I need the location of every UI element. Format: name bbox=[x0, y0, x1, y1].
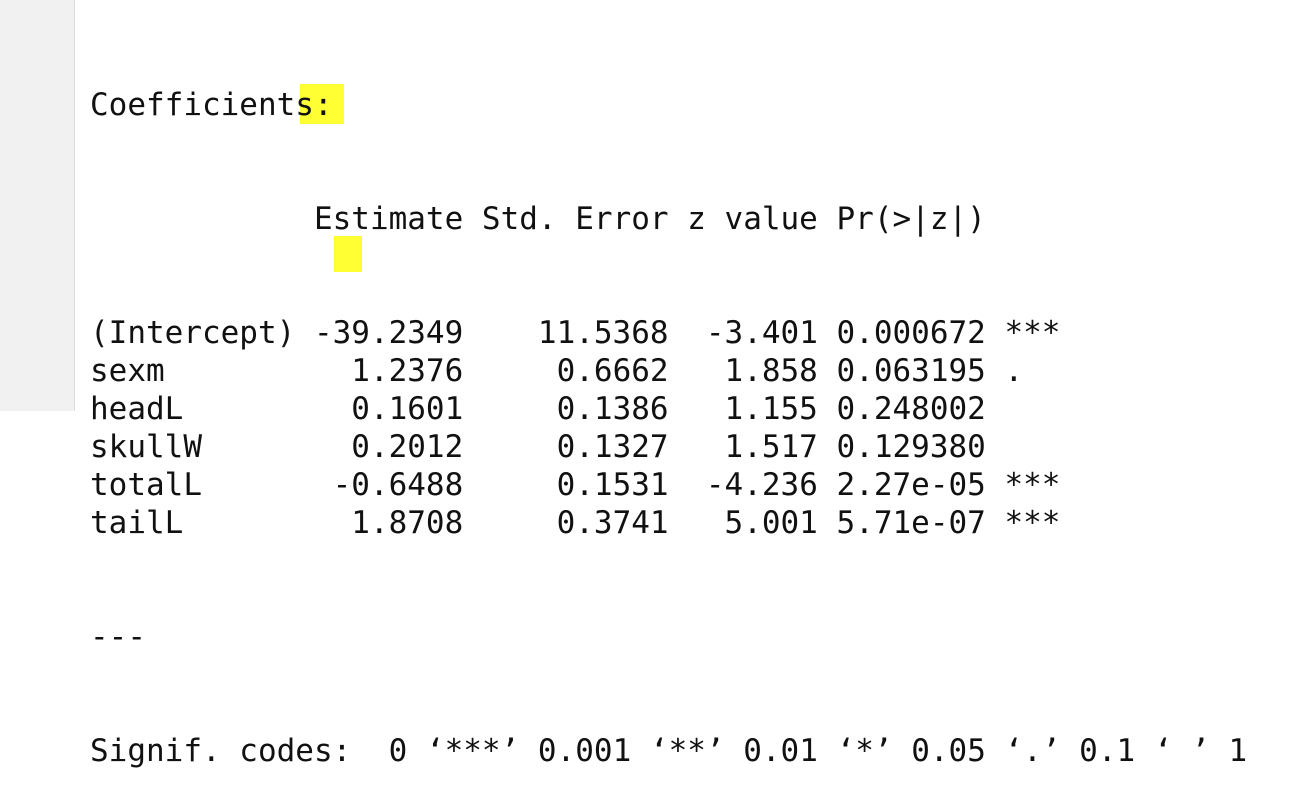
table-header: Estimate Std. Error z value Pr(>|z|) bbox=[90, 200, 1247, 238]
z-value: -3.401 bbox=[705, 315, 818, 351]
console-output: Coefficients: Estimate Std. Error z value P… bbox=[90, 10, 1247, 808]
estimate: 1.2376 bbox=[351, 353, 464, 389]
z-value: 1.858 bbox=[724, 353, 818, 389]
std-error: 0.6662 bbox=[556, 353, 669, 389]
estimate: 1.8708 bbox=[351, 505, 464, 541]
table-row: tailL 1.8708 0.3741 5.001 5.71e-07 *** bbox=[90, 504, 1247, 542]
signif-codes: Signif. codes: 0 ‘***’ 0.001 ‘**’ 0.01 ‘… bbox=[90, 733, 1248, 769]
signif: *** bbox=[1004, 467, 1061, 503]
highlight bbox=[334, 236, 362, 272]
std-error: 0.3741 bbox=[556, 505, 669, 541]
highlight bbox=[300, 84, 344, 124]
table-row: skullW 0.2012 0.1327 1.517 0.129380 bbox=[90, 428, 1247, 466]
estimate: 0.1601 bbox=[351, 391, 464, 427]
p-value: 0.000672 bbox=[836, 315, 986, 351]
table-row: headL 0.1601 0.1386 1.155 0.248002 bbox=[90, 390, 1247, 428]
std-error: 11.5368 bbox=[537, 315, 669, 351]
signif: . bbox=[1004, 353, 1024, 389]
signif: *** bbox=[1004, 315, 1061, 351]
p-value: 0.248002 bbox=[836, 391, 986, 427]
estimate: -0.6488 bbox=[332, 467, 464, 503]
header-cell: z value bbox=[687, 201, 818, 237]
z-value: 1.517 bbox=[724, 429, 818, 465]
row-name: skullW bbox=[90, 429, 202, 465]
signif: *** bbox=[1004, 505, 1061, 541]
estimate: 0.2012 bbox=[351, 429, 464, 465]
header-cell: Pr(>|z|) bbox=[836, 201, 986, 237]
p-value: 0.129380 bbox=[836, 429, 986, 465]
row-name: totalL bbox=[90, 467, 202, 503]
std-error: 0.1386 bbox=[556, 391, 669, 427]
table-row: (Intercept) -39.2349 11.5368 -3.401 0.000672… bbox=[90, 314, 1247, 352]
p-value: 5.71e-07 bbox=[836, 505, 986, 541]
row-name: sexm bbox=[90, 353, 165, 389]
table-body: (Intercept) -39.2349 11.5368 -3.401 0.000672… bbox=[90, 314, 1247, 542]
row-name: (Intercept) bbox=[90, 315, 296, 351]
z-value: 1.155 bbox=[724, 391, 818, 427]
p-value: 0.063195 bbox=[836, 353, 986, 389]
table-row: totalL -0.6488 0.1531 -4.236 2.27e-05 *** bbox=[90, 466, 1247, 504]
header-cell: Estimate bbox=[313, 201, 464, 237]
std-error: 0.1531 bbox=[556, 467, 669, 503]
p-value: 2.27e-05 bbox=[836, 467, 986, 503]
gutter bbox=[0, 0, 75, 411]
z-value: 5.001 bbox=[724, 505, 818, 541]
page: Coefficients: Estimate Std. Error z value P… bbox=[0, 0, 1248, 769]
row-name: tailL bbox=[90, 505, 184, 541]
header-cell: Std. Error bbox=[481, 201, 669, 237]
separator: --- bbox=[90, 619, 146, 655]
row-name: headL bbox=[90, 391, 184, 427]
title: Coefficients: bbox=[90, 87, 333, 123]
estimate: -39.2349 bbox=[313, 315, 464, 351]
table-row: sexm 1.2376 0.6662 1.858 0.063195. bbox=[90, 352, 1247, 390]
z-value: -4.236 bbox=[705, 467, 818, 503]
std-error: 0.1327 bbox=[556, 429, 669, 465]
